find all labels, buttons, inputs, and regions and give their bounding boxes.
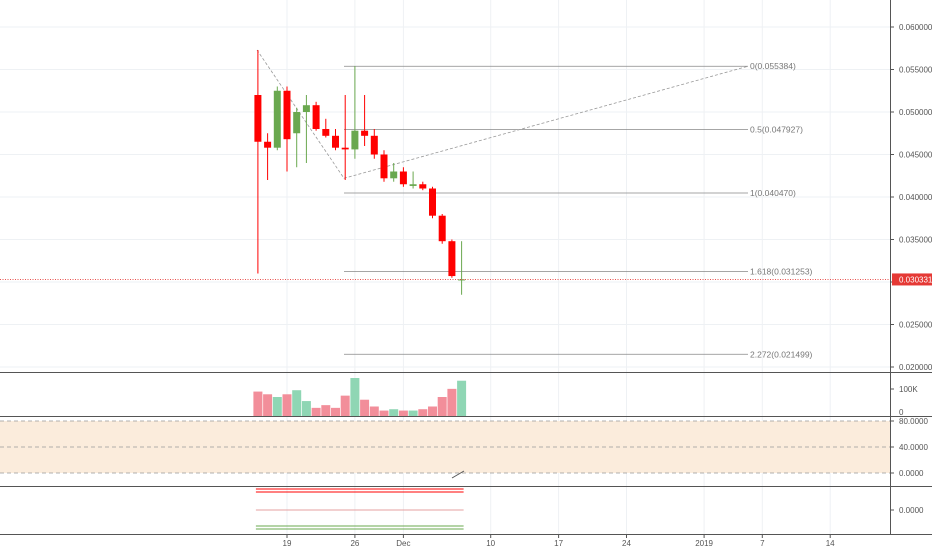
volume-bar-13: [379, 410, 389, 416]
candle-body-8: [332, 135, 339, 148]
volume-bars: [253, 378, 467, 416]
price-tick-label-1: 0.055000: [899, 66, 932, 75]
candle-body-14: [390, 171, 398, 179]
time-tick-label-8: 14: [826, 539, 835, 548]
volume-bar-5: [301, 401, 311, 416]
volume-bar-15: [398, 410, 408, 416]
macd-pane: [255, 488, 464, 530]
volume-bar-17: [418, 409, 428, 416]
candle-body-3: [283, 90, 291, 140]
time-tick-label-2: Dec: [396, 539, 410, 548]
oscillator-tick-label-2: 0.0000: [899, 469, 924, 478]
price-tick-label-5: 0.035000: [899, 236, 932, 245]
candle-body-16: [409, 184, 417, 186]
volume-bar-12: [369, 406, 379, 416]
chart-grid: [0, 0, 932, 535]
candle-body-4: [293, 112, 301, 134]
volume-bar-21: [457, 380, 467, 416]
price-tick-label-2: 0.050000: [899, 108, 932, 117]
volume-bar-4: [292, 390, 302, 416]
candle-body-1: [264, 141, 272, 148]
time-tick-label-1: 26: [350, 539, 359, 548]
candle-body-12: [370, 135, 378, 155]
fib-level-label-3: 1.618(0.031253): [750, 266, 813, 276]
price-tick-label-0: 0.060000: [899, 23, 932, 32]
volume-tick-label-0: 100K: [899, 385, 918, 394]
price-axis[interactable]: 0.060000 0.055000 0.050000 0.045000 0.040000…: [890, 23, 932, 515]
volume-bar-20: [447, 388, 457, 416]
candle-body-6: [312, 105, 320, 129]
time-tick-label-0: 19: [283, 539, 292, 548]
current-price-label: 0.030331: [899, 275, 932, 284]
oscillator-tick-label-1: 40.0000: [899, 443, 928, 452]
macd-tick-label-0: 0.0000: [899, 506, 924, 515]
candle-body-10: [351, 130, 359, 150]
time-tick-label-5: 24: [622, 539, 631, 548]
time-tick-label-3: 10: [486, 539, 495, 548]
volume-bar-9: [340, 395, 350, 416]
price-tick-label-4: 0.040000: [899, 193, 932, 202]
candle-body-11: [361, 130, 369, 136]
candle-body-17: [419, 184, 427, 189]
candle-body-2: [273, 90, 281, 148]
price-tick-label-3: 0.045000: [899, 151, 932, 160]
candle-body-13: [380, 154, 388, 179]
candle-body-19: [438, 215, 446, 242]
volume-bar-11: [360, 399, 370, 416]
volume-bar-0: [253, 391, 263, 416]
candle-body-15: [399, 171, 407, 185]
candle-body-18: [429, 188, 436, 216]
time-tick-label-6: 2019: [695, 539, 713, 548]
time-tick-label-4: 17: [554, 539, 563, 548]
volume-bar-2: [272, 397, 282, 416]
volume-bar-7: [321, 405, 331, 416]
fib-level-label-1: 0.5(0.047927): [750, 125, 803, 135]
volume-bar-14: [389, 409, 399, 416]
price-tick-label-8: 0.020000: [899, 363, 932, 372]
volume-bar-10: [350, 378, 360, 416]
candle-body-7: [322, 129, 330, 136]
volume-bar-3: [282, 394, 292, 416]
candle-body-0: [254, 95, 262, 142]
volume-bar-18: [428, 406, 437, 416]
time-tick-label-7: 7: [760, 539, 765, 548]
fib-level-label-0: 0(0.055384): [750, 61, 796, 71]
fib-level-label-4: 2.272(0.021499): [750, 349, 813, 359]
fib-level-label-2: 1(0.040470): [750, 188, 796, 198]
candle-body-9: [341, 147, 349, 150]
candle-body-20: [448, 241, 456, 277]
volume-bar-8: [331, 407, 340, 416]
candle-body-21: [458, 279, 466, 281]
price-tick-label-7: 0.025000: [899, 321, 932, 330]
volume-bar-19: [437, 397, 447, 416]
volume-bar-16: [408, 410, 418, 416]
time-axis[interactable]: 19 26 Dec 10 17 24 2019 7 14: [283, 534, 836, 548]
oscillator-tick-label-0: 80.0000: [899, 417, 928, 426]
volume-bar-1: [263, 394, 273, 416]
candlestick-series: [0, 49, 890, 295]
current-price-badge: [892, 273, 932, 286]
oscillator-pane: [0, 420, 890, 479]
fibonacci-retracement[interactable]: 0(0.055384) 0.5(0.047927) 1(0.040470) 1.618…: [256, 49, 813, 359]
volume-tick-label-1: 0: [899, 408, 904, 417]
oscillator-line: [451, 470, 465, 479]
volume-bar-6: [311, 407, 321, 416]
candle-body-5: [302, 105, 310, 112]
